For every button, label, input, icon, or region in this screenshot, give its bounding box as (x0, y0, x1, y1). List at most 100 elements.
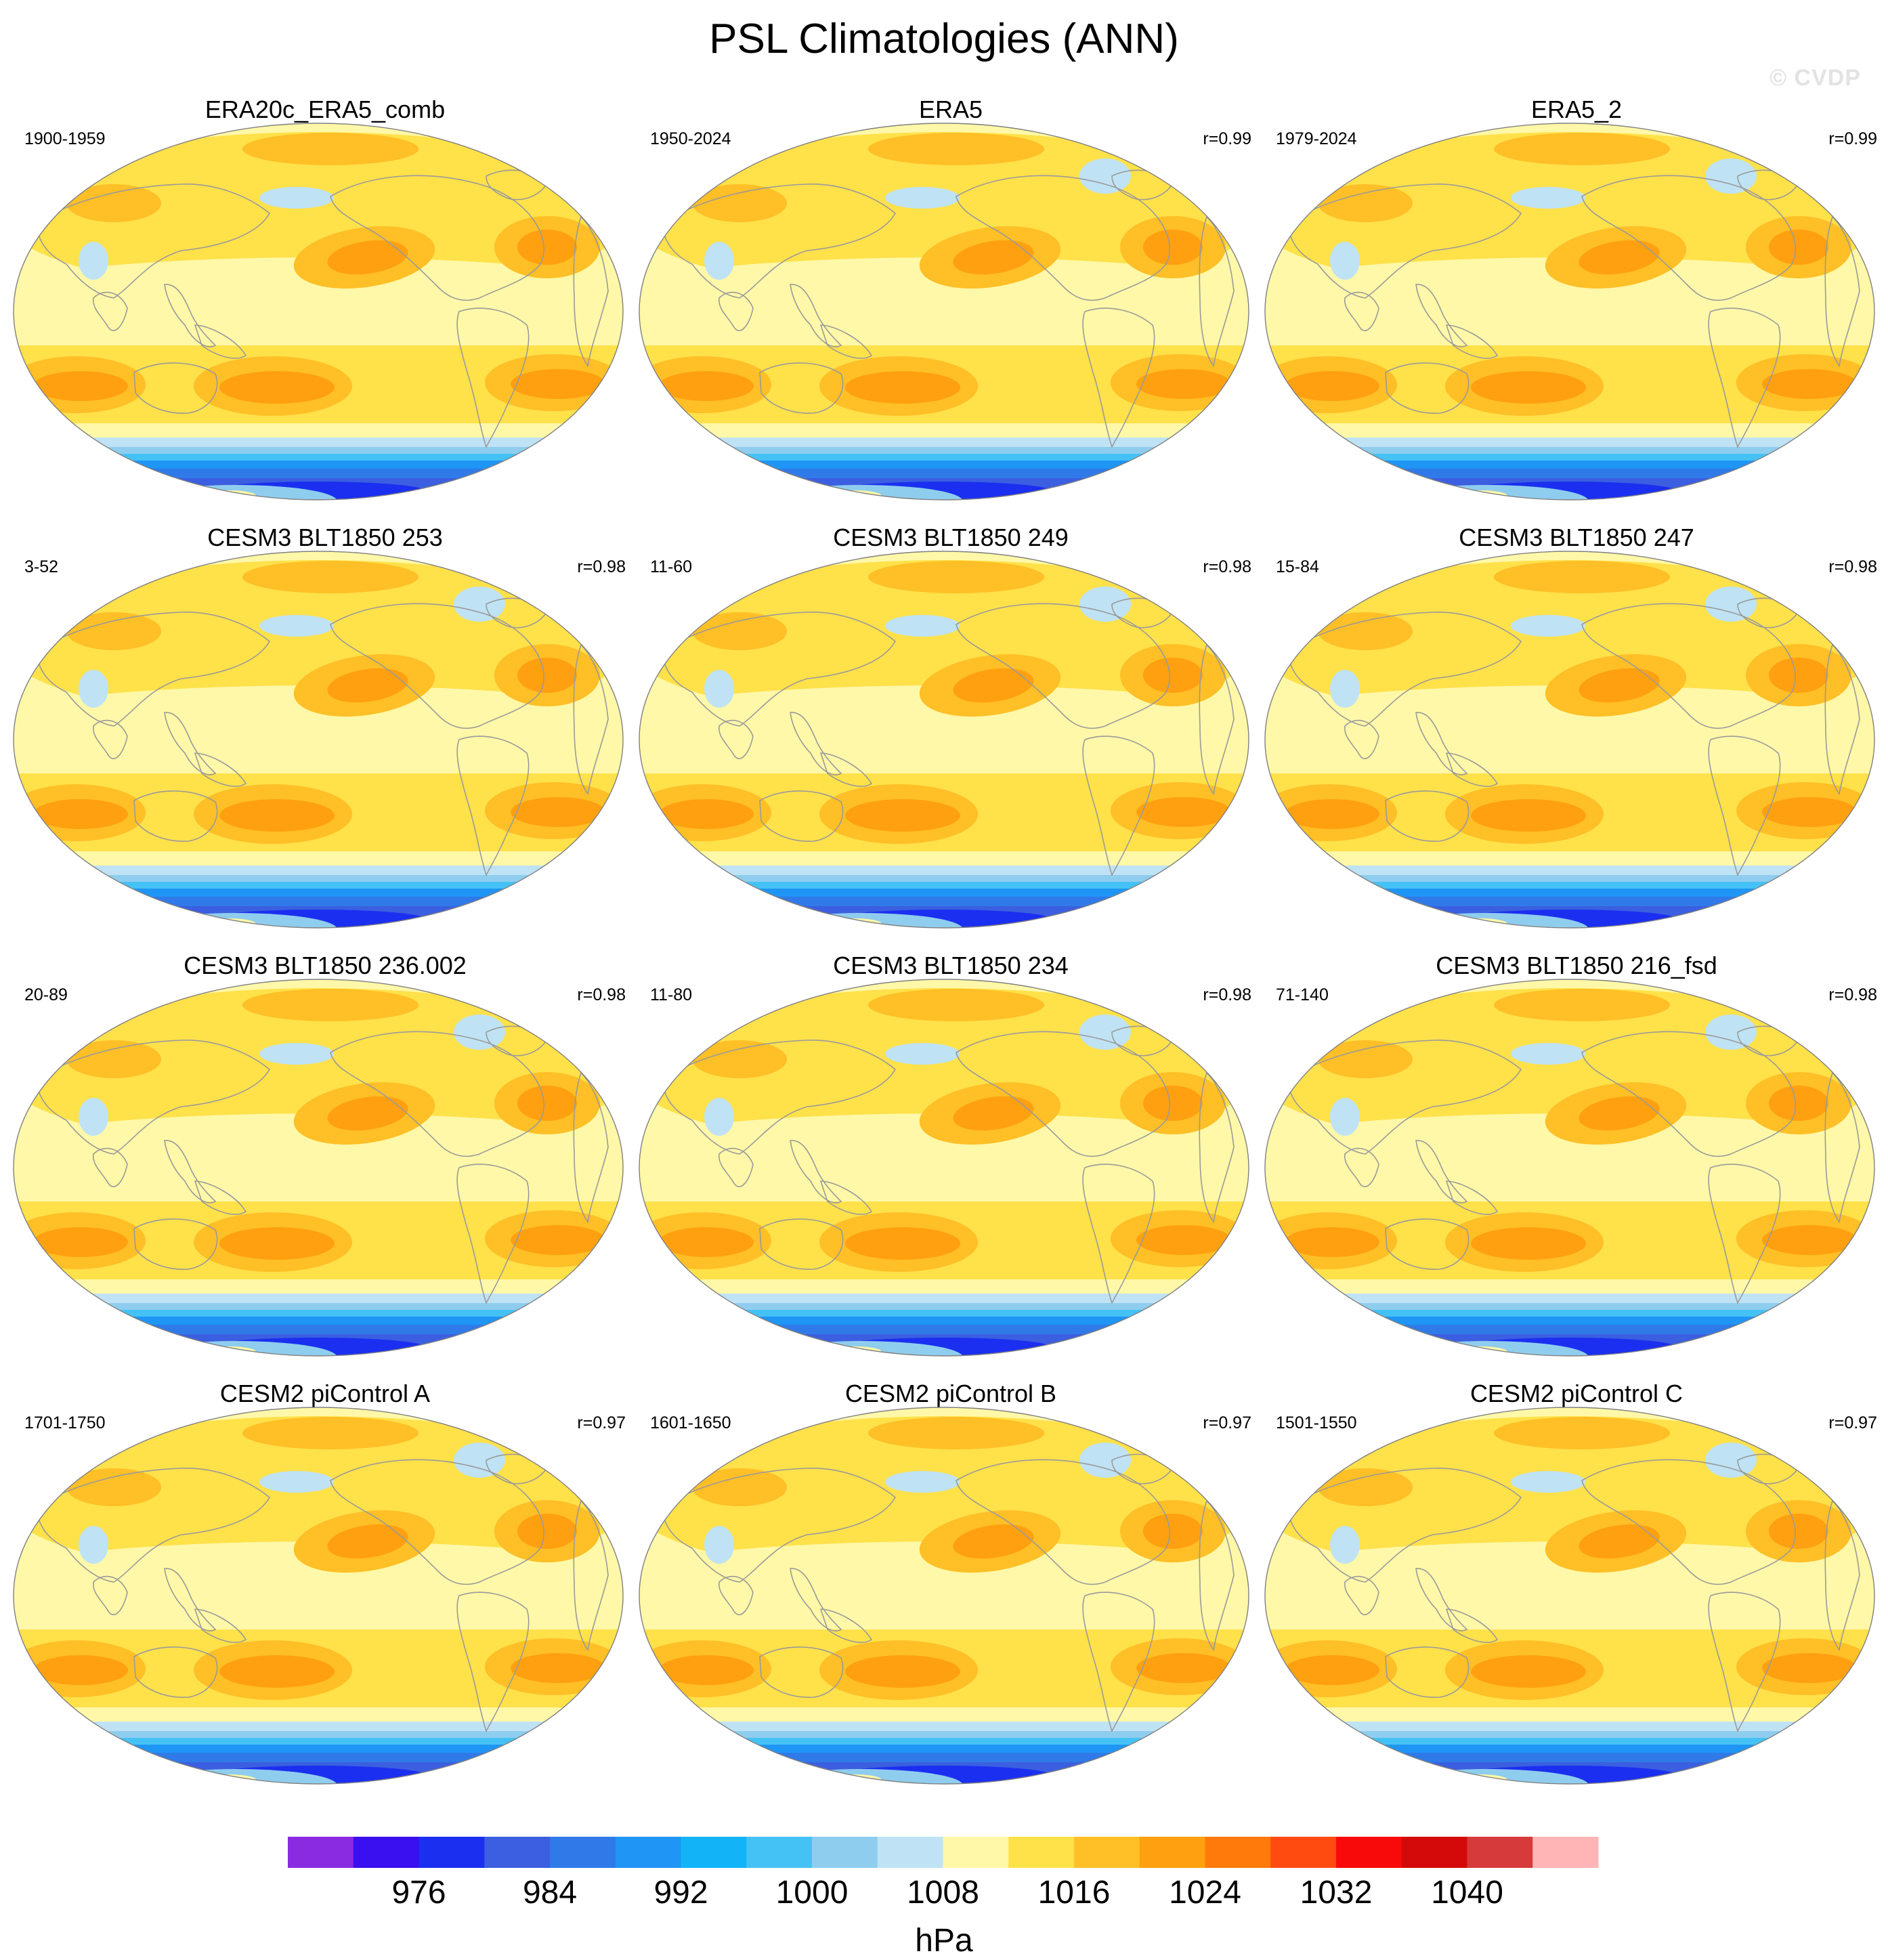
coastline (164, 284, 217, 347)
siberian-high (1318, 184, 1413, 222)
panel-years: 1900-1959 (24, 129, 106, 148)
pacific-high-core (327, 1096, 408, 1131)
coastline (956, 175, 1170, 301)
siberian-high (692, 1468, 787, 1506)
map-panel: CESM3 BLT1850 236.002 20-89 r=0.98 (12, 951, 638, 1371)
coastline (1415, 284, 1468, 347)
pacific-high-core (327, 240, 408, 275)
sh-high-core (33, 371, 128, 401)
map-panel: CESM3 BLT1850 234 11-80 r=0.98 (638, 951, 1264, 1371)
map-boundary (1264, 551, 1875, 929)
coastline (1445, 324, 1499, 359)
coastline (573, 1071, 609, 1223)
icelandic-low (454, 1015, 505, 1050)
coastline (1708, 307, 1781, 449)
map-boundary (1264, 1407, 1875, 1785)
coastline (573, 1499, 609, 1651)
panel-title: ERA5_2 (1530, 95, 1623, 123)
atlantic-high-core (1143, 1086, 1203, 1121)
south-asia-low (704, 1526, 734, 1564)
coastline (1708, 1164, 1781, 1305)
coastline (456, 307, 530, 449)
coastline (93, 719, 128, 759)
aleutian-low (1511, 615, 1585, 637)
coastline (164, 712, 217, 775)
coastline (956, 603, 1170, 729)
atlantic-high-core (1769, 230, 1828, 265)
coastline (1385, 362, 1469, 414)
psl-field (639, 1407, 1249, 1784)
coastline (133, 1646, 218, 1698)
panel-title: CESM3 BLT1850 247 (1459, 524, 1694, 551)
coastline (1199, 1071, 1235, 1223)
aleutian-low (259, 187, 334, 209)
arctic-high (242, 989, 419, 1021)
pacific-high-core (1579, 240, 1660, 275)
siberian-high (1318, 1040, 1413, 1078)
south-asia-low (1330, 670, 1360, 708)
sh-high-core (659, 1655, 754, 1685)
map-panel: CESM3 BLT1850 216_fsd 71-140 r=0.98 (1264, 951, 1888, 1371)
sh-high-core (659, 799, 754, 829)
coastline (759, 790, 844, 842)
map-svg (13, 1407, 624, 1785)
map-panel: CESM2 piControl C 1501-1550 r=0.97 (1264, 1379, 1888, 1799)
arctic-high (868, 561, 1044, 593)
coastline (790, 1568, 842, 1632)
sh-high-core (511, 1653, 605, 1683)
panel-title: CESM2 piControl A (219, 1380, 431, 1407)
aleutian-low (885, 187, 960, 209)
colorbar-swatch (1336, 1837, 1402, 1868)
colorbar-label: 984 (523, 1875, 577, 1911)
coastline (1737, 1025, 1799, 1057)
panel-correlation: r=0.99 (1203, 129, 1251, 148)
sh-high-core (659, 371, 754, 401)
colorbar-swatch (288, 1837, 354, 1868)
arctic-high (1494, 561, 1670, 593)
tropical-band (14, 685, 623, 769)
aleutian-low (1511, 187, 1585, 209)
coastline (1708, 1592, 1781, 1733)
sh-high-core (1285, 1227, 1379, 1257)
colorbar-label: 992 (653, 1875, 708, 1911)
coastline (456, 1164, 530, 1305)
sh-high-core (1471, 371, 1586, 404)
sh-high-core (1762, 1653, 1857, 1683)
coastline (456, 736, 530, 877)
sh-high-core (1285, 371, 1379, 401)
arctic-high (242, 1417, 419, 1449)
coastline (1111, 597, 1174, 629)
coastline (1824, 1071, 1860, 1223)
coastline (1445, 752, 1499, 787)
coastline (164, 1568, 217, 1632)
coastline (330, 175, 544, 301)
sh-high-core (1285, 1655, 1379, 1685)
sh-high-core (1285, 799, 1379, 829)
map-svg (1264, 979, 1875, 1357)
tropical-band (639, 685, 1249, 769)
map-boundary (639, 123, 1249, 500)
pacific-high-core (953, 1096, 1034, 1131)
map-boundary (13, 1407, 624, 1785)
atlantic-high-core (1143, 230, 1203, 265)
coastline (661, 612, 897, 727)
atlantic-high-core (1143, 1514, 1203, 1549)
icelandic-low (454, 1443, 505, 1478)
siberian-high (66, 1468, 161, 1506)
coastline (330, 603, 544, 729)
coastline (35, 612, 271, 727)
coastline (93, 291, 128, 331)
coastline (1581, 1031, 1796, 1157)
panel-correlation: r=0.97 (577, 1413, 626, 1432)
colorbar-swatch (1074, 1837, 1140, 1868)
coastline (790, 712, 842, 775)
coastline (133, 362, 218, 414)
icelandic-low (1079, 1443, 1131, 1478)
colorbar-swatch (746, 1837, 813, 1868)
coastline (1344, 1575, 1379, 1615)
coastline (1111, 1025, 1174, 1057)
colorbar-swatch (1532, 1837, 1599, 1868)
aleutian-low (885, 1471, 960, 1493)
coastline (1581, 175, 1796, 301)
